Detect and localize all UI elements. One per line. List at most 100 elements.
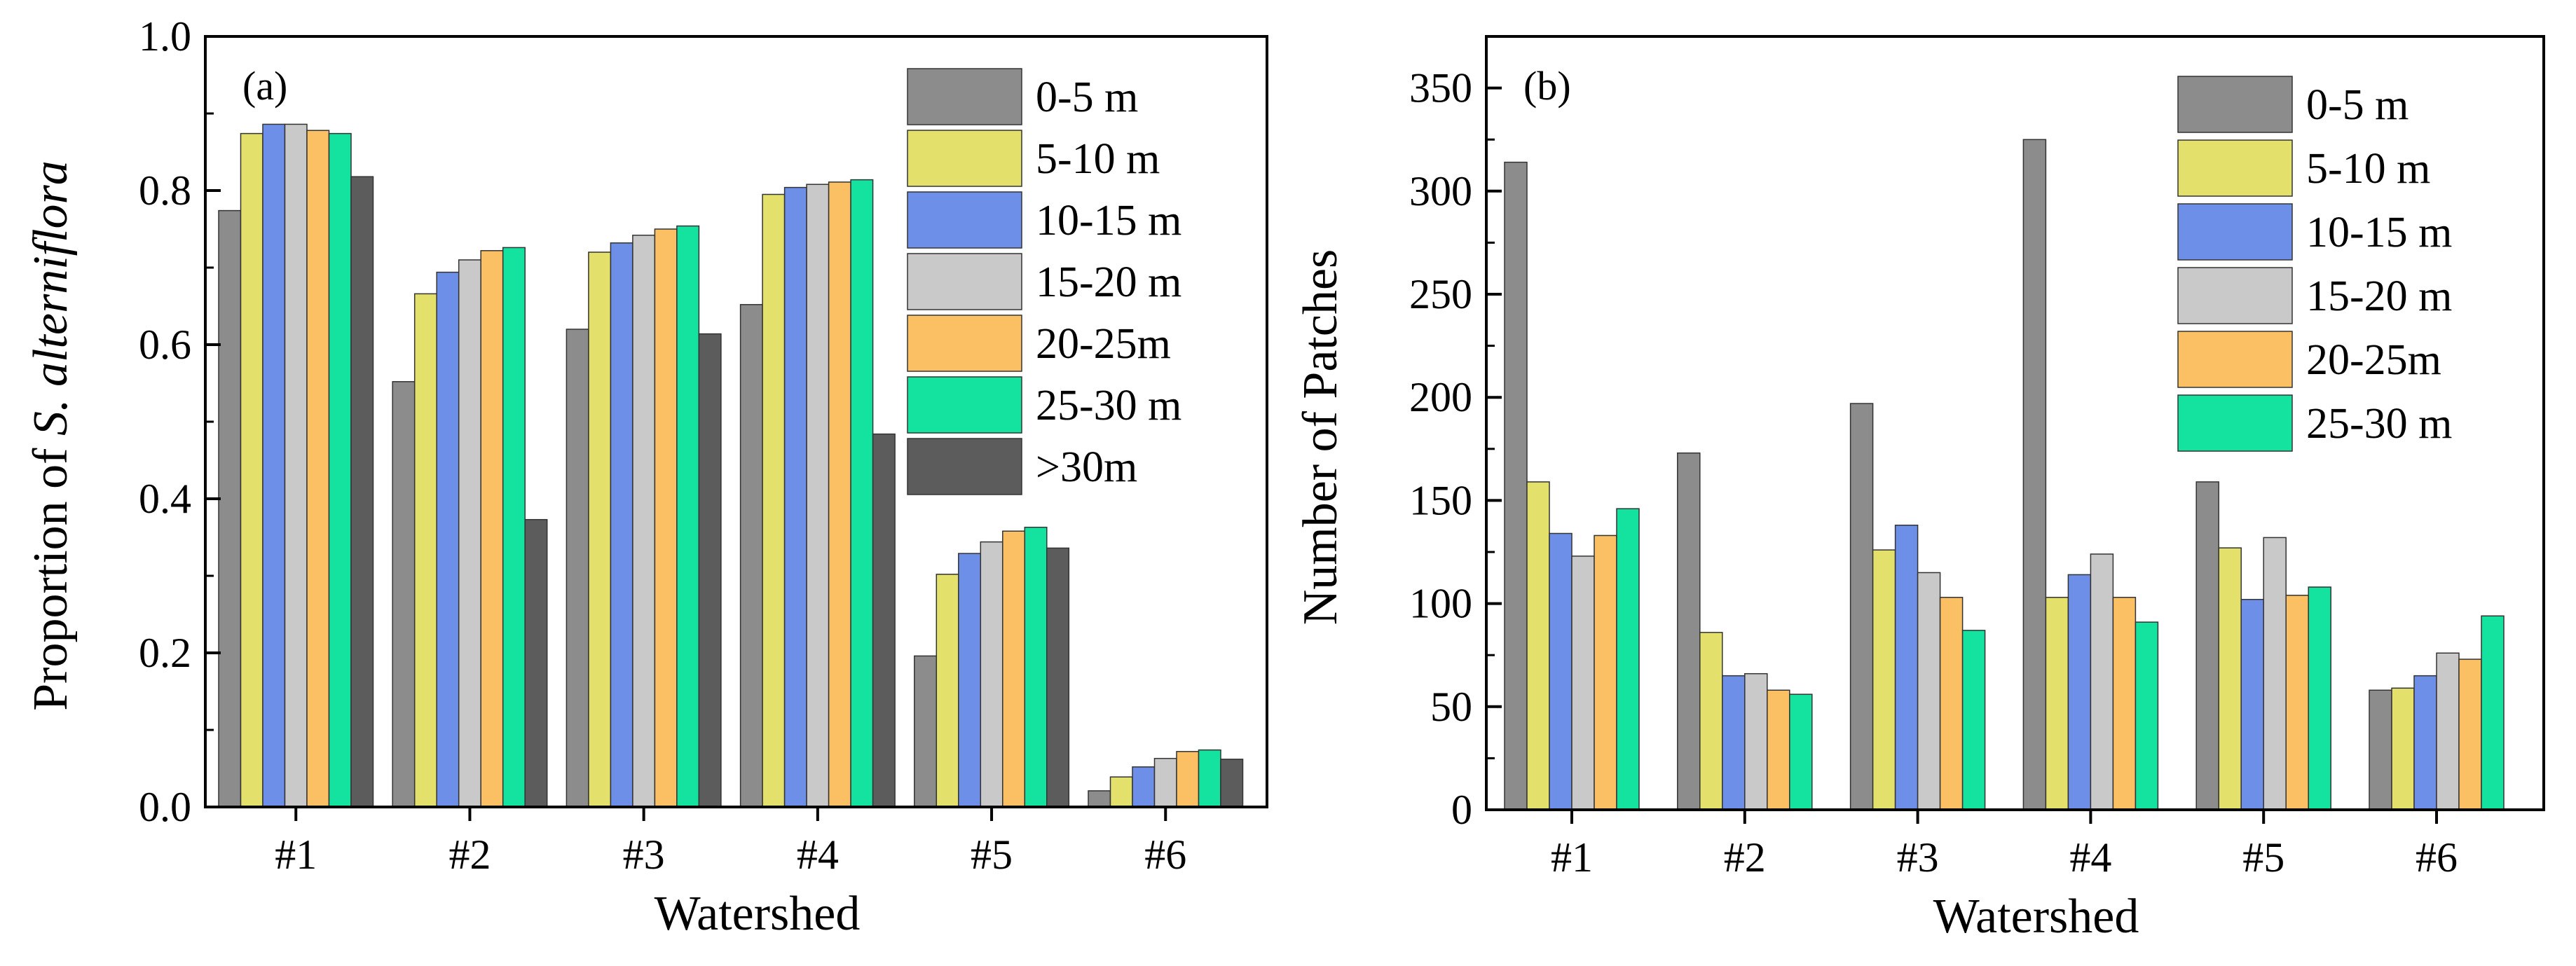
- bar: [1872, 549, 1896, 810]
- bar: [392, 381, 416, 808]
- y-axis-title-species: S. alterniflora: [24, 160, 78, 436]
- bar: [2458, 658, 2482, 810]
- bar: [1046, 547, 1070, 808]
- bar: [2090, 553, 2114, 810]
- bar: [413, 293, 437, 808]
- bar: [1526, 481, 1550, 810]
- bar: [2022, 139, 2047, 810]
- x-tick-label: #2: [1724, 834, 1766, 881]
- bar: [262, 123, 286, 808]
- bar: [698, 333, 722, 808]
- legend-swatch: [2177, 331, 2293, 388]
- y-tick-label: 150: [1409, 477, 1472, 523]
- legend-label: 0-5 m: [2306, 81, 2409, 129]
- legend-label: 20-25m: [2306, 336, 2441, 384]
- y-tick-label: 0.2: [139, 630, 191, 676]
- bar: [2045, 597, 2069, 810]
- x-tick-label: #5: [2242, 834, 2284, 881]
- bar: [850, 179, 874, 808]
- x-axis-title: Watershed: [1933, 890, 2139, 944]
- bar: [1088, 790, 1111, 808]
- y-tick-label: 1.0: [139, 13, 191, 60]
- bar: [218, 209, 242, 808]
- bar: [1109, 776, 1133, 808]
- bar: [958, 553, 982, 808]
- legend-label: 25-30 m: [1036, 382, 1181, 429]
- bar: [1894, 524, 1919, 810]
- x-tick-label: #6: [2416, 834, 2458, 881]
- legend-swatch: [2177, 76, 2293, 133]
- bar: [1849, 403, 1874, 810]
- legend-label: 10-15 m: [2306, 209, 2452, 256]
- panel-label: (b): [1523, 63, 1571, 109]
- legend: 0-5 m 5-10 m 10-15 m 15-20 m 20-25m 25-30 m >3…: [907, 68, 1181, 495]
- bar: [2218, 547, 2242, 810]
- legend-swatch: [907, 68, 1022, 125]
- legend-swatch: [2177, 394, 2293, 452]
- legend-label: 5-10 m: [2306, 145, 2430, 193]
- panel-label: (a): [242, 63, 287, 109]
- y-axis-title-text: Proportion of: [24, 436, 78, 711]
- y-tick-label: 0.6: [139, 322, 191, 368]
- bar: [676, 225, 700, 808]
- bar: [1549, 532, 1573, 810]
- bar: [828, 181, 851, 808]
- bar: [2067, 574, 2092, 810]
- bar: [762, 193, 786, 808]
- bar: [588, 251, 612, 808]
- y-tick-label: 350: [1409, 65, 1472, 111]
- bar: [2481, 615, 2505, 810]
- legend: 0-5 m 5-10 m 10-15 m 15-20 m 20-25m 25-30 m: [2177, 76, 2452, 452]
- bar: [2436, 652, 2460, 810]
- bar: [1616, 508, 1640, 810]
- y-tick-label: 0.0: [139, 784, 191, 830]
- bar: [1939, 597, 1964, 810]
- x-tick-label: #1: [1551, 834, 1593, 881]
- legend-label: 0-5 m: [1036, 74, 1138, 121]
- x-tick-label: #5: [971, 832, 1013, 878]
- bar: [872, 433, 896, 808]
- legend-swatch: [907, 376, 1022, 434]
- bar: [1961, 630, 1986, 810]
- bar: [502, 247, 526, 808]
- legend-swatch: [907, 191, 1022, 249]
- y-tick-label: 0.4: [139, 476, 191, 522]
- x-axis-title: Watershed: [655, 887, 861, 941]
- x-tick-label: #4: [797, 832, 839, 878]
- chart-panel-b: 0 50 100 150 200 250 300 350 #1 #2 #3 #4 #5 #6 Watersh…: [1294, 35, 2545, 944]
- bar: [1767, 689, 1790, 810]
- bar: [914, 655, 938, 808]
- x-tick-label: #4: [2069, 834, 2111, 881]
- legend-swatch: [2177, 203, 2293, 261]
- legend-swatch: [2177, 139, 2293, 197]
- bar: [328, 132, 352, 808]
- x-tick-label: #6: [1144, 832, 1186, 878]
- y-tick-label: 0: [1451, 787, 1472, 833]
- bar: [436, 271, 460, 808]
- bar: [1024, 526, 1048, 808]
- x-tick-label: #3: [1897, 834, 1939, 881]
- y-tick-label: 100: [1409, 581, 1472, 627]
- legend-label: >30m: [1036, 443, 1137, 491]
- bar: [284, 123, 308, 808]
- bar: [2240, 598, 2264, 810]
- bar: [936, 574, 959, 808]
- x-tick-label: #1: [275, 832, 317, 878]
- bar: [1220, 759, 1244, 808]
- bar: [654, 228, 678, 808]
- bar: [1132, 766, 1156, 808]
- legend-swatch: [907, 315, 1022, 372]
- bar: [2285, 595, 2309, 810]
- bar: [2391, 687, 2415, 810]
- legend-label: 5-10 m: [1036, 135, 1160, 183]
- bar: [1594, 534, 1617, 810]
- bar: [2112, 597, 2137, 810]
- bar: [2195, 481, 2219, 810]
- y-tick-label: 0.8: [139, 167, 191, 214]
- bar: [1002, 530, 1026, 808]
- legend-swatch: [907, 438, 1022, 495]
- y-axis-title: Proportion of S. alterniflora: [24, 160, 78, 711]
- bar: [306, 130, 330, 808]
- bar: [1789, 694, 1813, 810]
